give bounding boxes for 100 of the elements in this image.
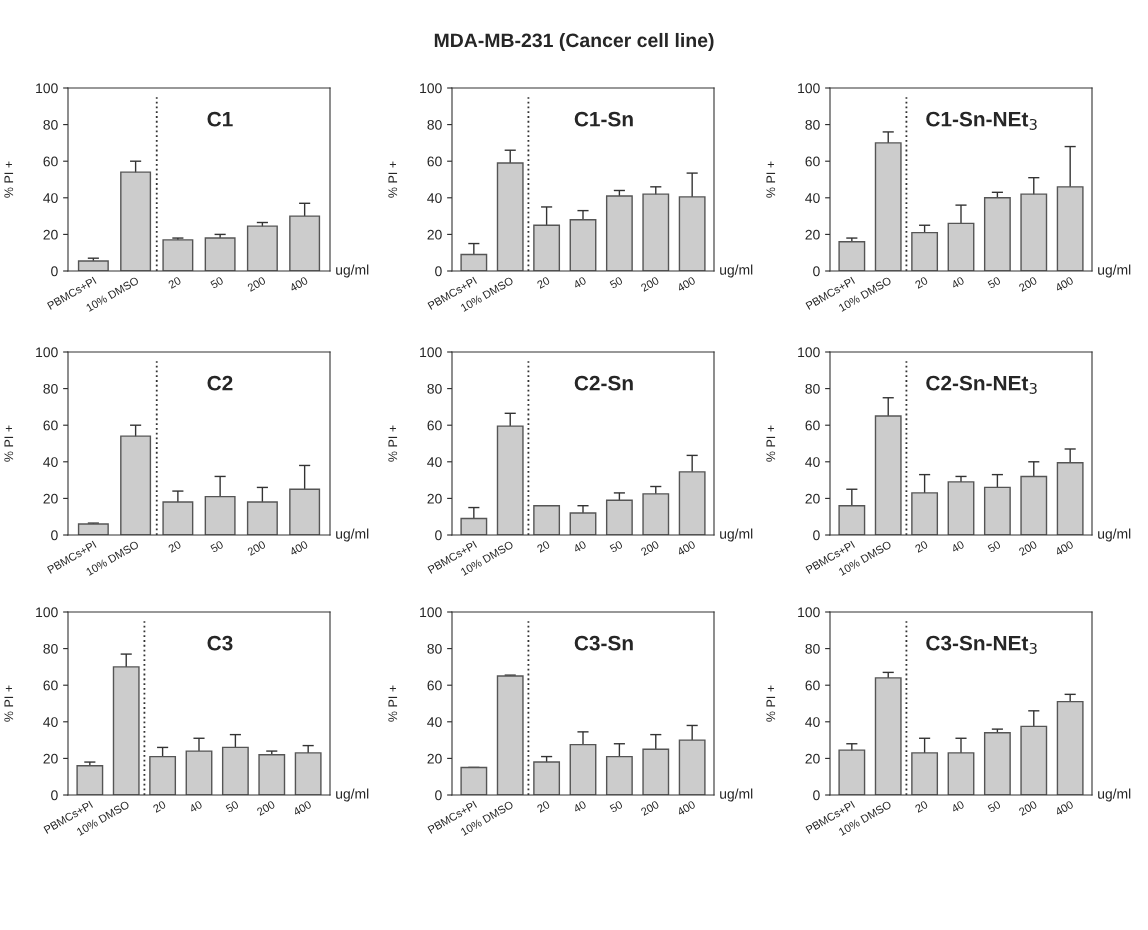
bar	[838, 241, 866, 271]
y-tick-label: 20	[805, 229, 820, 240]
bar	[533, 224, 561, 271]
bar	[569, 512, 597, 535]
y-tick-label: 80	[43, 119, 58, 130]
y-tick-label: 40	[43, 717, 58, 727]
y-tick-label: 0	[51, 530, 58, 541]
bar	[983, 732, 1011, 795]
x-tick-label: 20	[914, 800, 929, 813]
y-tick-label: 80	[427, 383, 442, 394]
bar	[874, 142, 902, 271]
bar	[1056, 462, 1084, 535]
y-tick-label: 0	[435, 530, 442, 541]
y-tick-label: 40	[43, 457, 58, 467]
y-tick-label: 80	[805, 119, 820, 130]
x-tick-label: 20	[152, 800, 167, 813]
y-tick-label: 40	[427, 717, 442, 727]
bar	[460, 517, 488, 535]
bar	[983, 197, 1011, 271]
x-tick-label: 20	[167, 540, 182, 553]
x-tick-label: 200	[256, 800, 276, 816]
y-tick-label: 60	[805, 420, 820, 431]
x-tick-label: 400	[288, 276, 309, 293]
y-tick-label: 0	[435, 790, 442, 801]
y-tick-label: 60	[43, 680, 58, 691]
y-tick-label: 40	[43, 193, 58, 203]
y-tick-label: 100	[420, 607, 442, 618]
x-tick-label: 40	[188, 800, 203, 813]
bar	[246, 501, 278, 535]
y-axis-title: % PI +	[766, 685, 776, 722]
x-tick-label: 400	[292, 800, 312, 817]
y-tick-label: 60	[43, 420, 58, 431]
y-tick-label: 80	[427, 643, 442, 654]
bar	[120, 171, 152, 271]
bar	[947, 222, 975, 271]
y-tick-label: 0	[435, 266, 442, 277]
y-tick-label: 0	[51, 266, 58, 277]
y-axis-title: % PI +	[388, 161, 398, 198]
y-tick-label: 0	[51, 790, 58, 801]
text: C2-Sn	[574, 375, 633, 391]
bar	[911, 492, 939, 535]
bar	[569, 219, 597, 271]
bar	[605, 755, 633, 795]
bar	[838, 749, 866, 795]
bar	[162, 239, 194, 271]
x-tick-label: 50	[225, 800, 240, 813]
y-tick-label: 100	[798, 347, 820, 358]
text: C1-Sn-NEt$_{3}$	[926, 111, 1037, 130]
x-tick-label: 40	[950, 800, 965, 813]
bar	[112, 666, 140, 795]
bar	[289, 488, 321, 535]
x-tick-label: 400	[1054, 276, 1074, 293]
bar	[289, 215, 321, 271]
y-axis-title: % PI +	[4, 685, 14, 722]
y-tick-label: 20	[43, 229, 58, 240]
x-tick-label: 400	[1054, 540, 1074, 557]
bar	[874, 415, 902, 535]
bar	[678, 196, 706, 271]
y-tick-label: 20	[805, 493, 820, 504]
y-tick-label: 20	[805, 753, 820, 764]
x-axis-title: ug/ml	[1098, 788, 1131, 802]
x-tick-label: 20	[914, 540, 929, 553]
y-tick-label: 40	[427, 193, 442, 203]
y-axis-title: % PI +	[766, 425, 776, 462]
bar	[1020, 725, 1048, 795]
y-tick-label: 100	[420, 347, 442, 358]
bar	[642, 493, 670, 535]
text: C2	[207, 375, 233, 391]
text: C3	[207, 635, 233, 651]
y-axis-title: % PI +	[766, 161, 776, 198]
x-tick-label: 40	[950, 540, 965, 553]
y-tick-label: 100	[36, 607, 58, 618]
y-tick-label: 20	[43, 753, 58, 764]
y-tick-label: 40	[805, 457, 820, 467]
y-tick-label: 80	[427, 119, 442, 130]
y-tick-label: 60	[805, 680, 820, 691]
y-tick-label: 80	[805, 383, 820, 394]
x-tick-label: 200	[246, 540, 267, 556]
x-tick-label: 50	[209, 276, 224, 289]
y-tick-label: 80	[805, 643, 820, 654]
bar	[460, 253, 488, 271]
y-tick-label: 60	[427, 420, 442, 431]
bar	[1020, 193, 1048, 271]
y-tick-label: 100	[798, 607, 820, 618]
y-tick-label: 0	[813, 266, 820, 277]
text: C1-Sn	[574, 111, 633, 127]
text: C3-Sn	[574, 635, 633, 651]
x-tick-label: 400	[676, 800, 696, 817]
x-tick-label: 20	[167, 276, 182, 289]
x-tick-label: 200	[1018, 540, 1038, 556]
y-tick-label: 60	[805, 156, 820, 167]
x-tick-label: 50	[609, 540, 624, 553]
y-tick-label: 60	[427, 156, 442, 167]
text: MDA-MB-231 (Cancer cell line)	[434, 32, 714, 52]
x-axis-title: ug/ml	[720, 788, 753, 802]
y-tick-label: 100	[36, 83, 58, 94]
y-tick-label: 40	[427, 457, 442, 467]
y-tick-label: 0	[813, 530, 820, 541]
x-tick-label: 20	[536, 276, 551, 289]
bar	[460, 766, 488, 795]
